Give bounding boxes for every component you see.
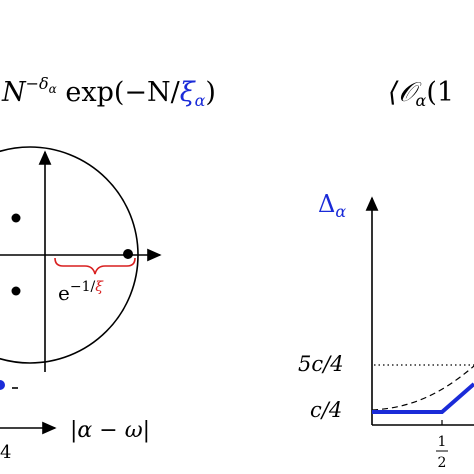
radius-label: e−1/ξ — [58, 279, 104, 305]
tick-label: 4 — [0, 442, 11, 463]
y-tick-label: c/4 — [310, 398, 342, 422]
x-tick-numerator: 1 — [438, 434, 447, 450]
point — [11, 213, 21, 223]
left-formula: N−δα exp(−N/ξα) — [1, 74, 216, 110]
circle-diagram — [0, 146, 162, 435]
plot — [365, 196, 474, 426]
point — [123, 249, 133, 259]
axis-label: |α − ω| — [70, 418, 150, 443]
point — [11, 286, 21, 296]
point — [0, 380, 5, 390]
x-tick-denominator: 2 — [438, 455, 447, 471]
y-tick-label: 5c/4 — [298, 352, 344, 376]
y-label: Δα — [318, 190, 346, 221]
